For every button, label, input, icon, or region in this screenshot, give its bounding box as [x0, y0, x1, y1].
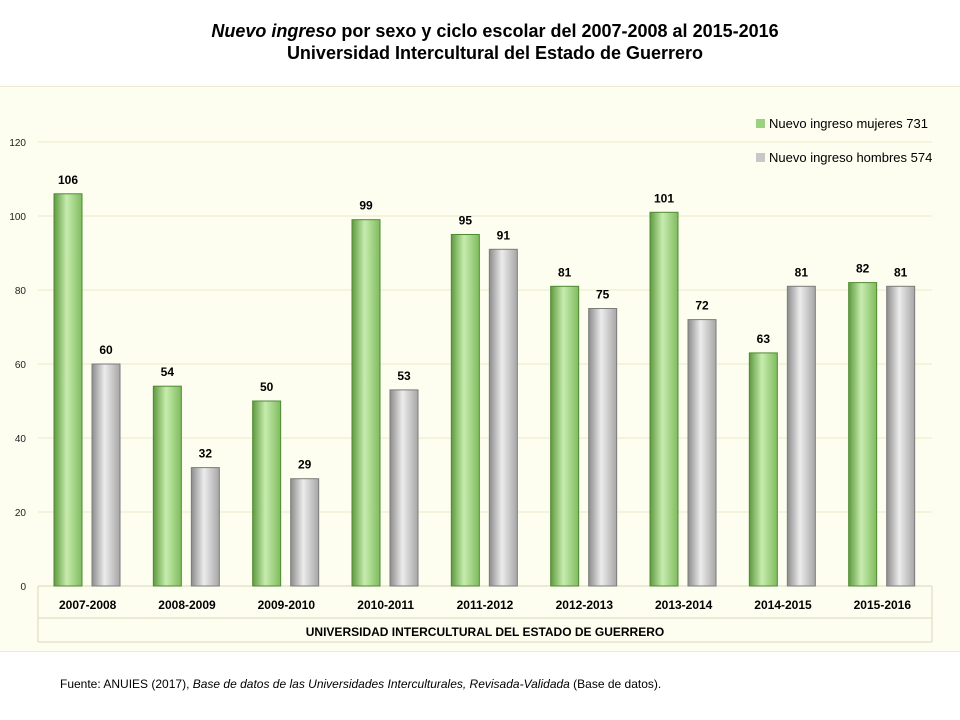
y-tick-label: 0 [20, 582, 26, 593]
legend-swatch-mujeres [756, 118, 765, 128]
x-category-label: 2010-2011 [357, 598, 414, 612]
chart-title: Nuevo ingreso por sexo y ciclo escolar d… [0, 20, 960, 64]
data-label-hombres: 32 [199, 447, 213, 461]
data-label-mujeres: 82 [856, 262, 870, 276]
bar-hombres [886, 285, 916, 587]
x-category-label: 2011-2012 [457, 598, 514, 612]
legend-label-mujeres: Nuevo ingreso mujeres 731 [769, 115, 928, 131]
bar-hombres [786, 285, 816, 587]
legend-item-mujeres: Nuevo ingreso mujeres 731 [756, 114, 932, 132]
legend-item-hombres: Nuevo ingreso hombres 574 [756, 148, 932, 166]
chart-title-rest: por sexo y ciclo escolar del 2007-2008 a… [336, 21, 779, 41]
y-tick-label: 80 [15, 286, 27, 297]
bar-hombres [488, 248, 518, 587]
y-tick-label: 100 [9, 212, 26, 223]
x-category-label: 2014-2015 [754, 598, 812, 612]
bar-mujeres [53, 193, 83, 587]
x-category-label: 2009-2010 [258, 598, 316, 612]
data-label-mujeres: 81 [558, 265, 572, 279]
data-label-hombres: 91 [497, 228, 511, 242]
bar-mujeres [450, 234, 480, 587]
data-label-mujeres: 99 [359, 199, 373, 213]
x-category-label: 2012-2013 [556, 598, 614, 612]
source-note: Fuente: ANUIES (2017), Base de datos de … [60, 677, 661, 691]
data-label-hombres: 72 [695, 299, 709, 313]
y-tick-label: 60 [15, 360, 27, 371]
y-tick-label: 120 [9, 138, 26, 149]
data-label-mujeres: 95 [459, 214, 473, 228]
x-category-label: 2007-2008 [59, 598, 117, 612]
y-tick-label: 40 [15, 434, 27, 445]
data-label-hombres: 81 [795, 265, 809, 279]
source-prefix: Fuente: ANUIES (2017), [60, 677, 193, 691]
data-label-hombres: 75 [596, 288, 610, 302]
x-category-label: 2013-2014 [655, 598, 713, 612]
chart-title-italic: Nuevo ingreso [211, 21, 337, 41]
data-label-hombres: 81 [894, 265, 908, 279]
bar-hombres [290, 478, 320, 587]
x-category-label: 2008-2009 [158, 598, 216, 612]
data-label-hombres: 60 [99, 343, 113, 357]
data-label-mujeres: 63 [757, 332, 771, 346]
data-label-mujeres: 106 [58, 173, 78, 187]
bar-mujeres [152, 385, 182, 587]
bar-mujeres [649, 211, 679, 587]
y-tick-label: 20 [15, 508, 27, 519]
chart-title-line-1: Nuevo ingreso por sexo y ciclo escolar d… [0, 20, 960, 42]
x-category-label: 2015-2016 [854, 598, 912, 612]
bar-mujeres [848, 282, 878, 587]
bar-hombres [91, 363, 121, 587]
bar-mujeres [748, 352, 778, 587]
bar-mujeres [550, 285, 580, 587]
data-label-mujeres: 101 [654, 191, 674, 205]
data-label-mujeres: 50 [260, 380, 274, 394]
data-label-hombres: 29 [298, 458, 312, 472]
data-label-hombres: 53 [397, 369, 411, 383]
source-suffix: (Base de datos). [569, 677, 662, 691]
legend-swatch-hombres [756, 152, 765, 162]
bar-hombres [588, 308, 618, 587]
legend-label-hombres: Nuevo ingreso hombres 574 [769, 149, 933, 165]
data-label-mujeres: 54 [161, 365, 175, 379]
x-axis-title: UNIVERSIDAD INTERCULTURAL DEL ESTADO DE … [306, 625, 664, 639]
bar-hombres [190, 467, 220, 587]
source-italic: Base de datos de las Universidades Inter… [192, 677, 570, 691]
legend: Nuevo ingreso mujeres 731 Nuevo ingreso … [756, 114, 932, 182]
bar-hombres [687, 319, 717, 587]
bar-hombres [389, 389, 419, 587]
chart-title-line-2: Universidad Intercultural del Estado de … [286, 43, 704, 63]
bar-mujeres [351, 219, 381, 587]
bar-mujeres [252, 400, 282, 587]
